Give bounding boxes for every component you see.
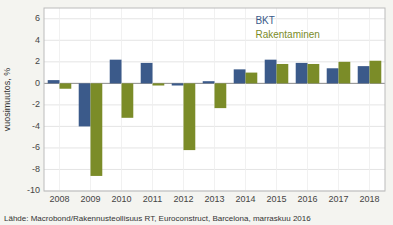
x-tick-label: 2016	[297, 194, 317, 204]
y-tick-label: -6	[32, 142, 40, 152]
bar	[48, 80, 60, 83]
legend: BKT Rakentaminen	[255, 15, 319, 40]
x-tick-label: 2017	[328, 194, 348, 204]
y-tick-label: 6	[35, 13, 40, 23]
x-grid-line	[152, 8, 153, 191]
bar	[141, 63, 153, 83]
bar	[339, 62, 351, 84]
plot-frame	[44, 8, 385, 191]
bar	[203, 81, 215, 83]
bar	[246, 73, 258, 84]
bar	[184, 83, 196, 150]
x-grid-line	[245, 8, 246, 191]
footnote: Lähde: Macrobond/Rakennusteollisuus RT, …	[4, 214, 311, 223]
x-tick-label: 2012	[173, 194, 193, 204]
bar	[172, 83, 184, 85]
chart-container: -10 -8 -6 -4 -2 0 2 4 6 vuosimuutos, % 2008 2009 201…	[0, 0, 393, 225]
x-tick-label: 2010	[111, 194, 131, 204]
bar	[308, 64, 320, 83]
y-tick-label: 2	[35, 56, 40, 66]
x-tick-label: 2015	[266, 194, 286, 204]
bar	[277, 64, 289, 83]
x-tick-label: 2014	[235, 194, 255, 204]
bar	[110, 60, 122, 84]
y-tick-label: -2	[32, 99, 40, 109]
y-axis: -10 -8 -6 -4 -2 0 2 4 6	[27, 13, 40, 195]
x-tick-label: 2011	[143, 194, 162, 204]
x-tick-label: 2009	[80, 194, 100, 204]
bar	[215, 83, 227, 108]
grid	[44, 8, 385, 191]
bar	[153, 83, 165, 85]
x-tick-label: 2008	[49, 194, 69, 204]
legend-entry: BKT	[255, 15, 274, 26]
legend-entry: Rakentaminen	[255, 29, 319, 40]
y-tick-label: 4	[35, 35, 40, 45]
bar	[91, 83, 103, 176]
bar	[60, 83, 72, 88]
bar	[79, 83, 91, 126]
y-tick-label: 0	[35, 78, 40, 88]
bar	[327, 68, 339, 83]
bar	[265, 60, 277, 84]
bar	[370, 61, 382, 84]
x-tick-label: 2013	[204, 194, 224, 204]
y-axis-label: vuosimuutos, %	[2, 68, 12, 132]
y-tick-label: -4	[32, 121, 40, 131]
plot-background	[44, 8, 385, 191]
x-grid-line	[59, 8, 60, 191]
x-grid-line	[369, 8, 370, 191]
y-tick-label: -10	[27, 185, 40, 195]
x-grid-line	[338, 8, 339, 191]
bars	[48, 60, 382, 176]
chart-svg: -10 -8 -6 -4 -2 0 2 4 6 vuosimuutos, % 2008 2009 201…	[0, 0, 393, 225]
bar	[358, 66, 370, 83]
y-tick-label: -8	[32, 164, 40, 174]
bar	[296, 63, 308, 83]
x-tick-label: 2018	[359, 194, 379, 204]
bar	[234, 69, 246, 83]
bar	[122, 83, 134, 117]
x-axis: 2008 2009 2010 2011 2012 2013 2014 2015 2016 2017…	[49, 194, 379, 204]
